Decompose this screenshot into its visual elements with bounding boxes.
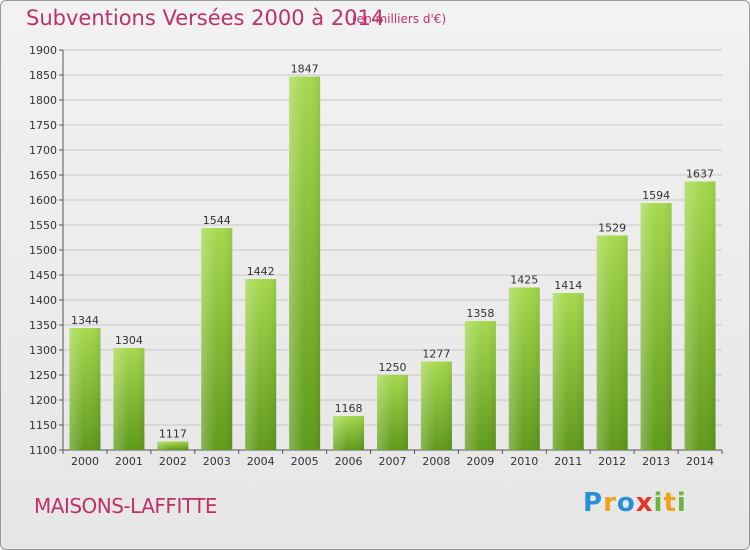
x-tick-label: 2004 [247,455,275,468]
y-tick-label: 1100 [29,444,57,457]
commune-name: MAISONS-LAFFITTE [34,494,218,518]
y-tick-label: 1400 [29,294,57,307]
y-tick-label: 1150 [29,419,57,432]
bar-shine [508,287,540,450]
y-tick-labels: 1100 1150 1200 1250 1300 1350 1400 1450 1500 1550… [29,44,57,457]
value-label: 1117 [159,428,187,441]
x-tick-label: 2005 [291,455,319,468]
bar-shine [69,328,101,450]
y-tick-label: 1700 [29,144,57,157]
logo-letter: i [676,488,687,518]
bar-shine [113,348,145,450]
value-label: 1529 [598,222,626,235]
x-tick-label: 2003 [203,455,231,468]
x-tick-label: 2008 [422,455,450,468]
bar-shine [464,321,496,450]
logo-letter: r [603,488,617,518]
x-tick-label: 2010 [510,455,538,468]
y-tick-label: 1600 [29,194,57,207]
value-label: 1168 [335,402,363,415]
bar-shine [684,181,716,450]
value-label: 1442 [247,265,275,278]
x-tick-label: 2013 [642,455,670,468]
bars [69,76,716,450]
bar-shine [333,416,365,450]
bar-shine [420,361,452,450]
logo-letter: P [583,488,604,518]
value-label: 1250 [379,361,407,374]
x-tick-label: 2001 [115,455,143,468]
y-tick-label: 1250 [29,369,57,382]
y-tick-label: 1550 [29,219,57,232]
value-label: 1304 [115,334,143,347]
y-tick-label: 1450 [29,269,57,282]
logo-letter: o [616,488,636,518]
x-tick-label: 2009 [466,455,494,468]
bar-shine [245,279,277,450]
y-tick-label: 1300 [29,344,57,357]
value-label: 1425 [510,274,538,287]
bar-shine [552,293,584,450]
bar-shine [289,76,321,450]
value-label: 1594 [642,189,670,202]
proxiti-logo[interactable]: Proxiti [583,488,687,518]
x-tick-label: 2007 [379,455,407,468]
y-tick-label: 1800 [29,94,57,107]
x-tick-labels: 2000 2001 2002 2003 2004 2005 2006 2007 2008 2009… [71,455,714,468]
x-tick-label: 2012 [598,455,626,468]
value-label: 1344 [71,314,99,327]
x-tick-label: 2014 [686,455,714,468]
y-tick-label: 1200 [29,394,57,407]
value-label: 1414 [554,279,582,292]
x-tick-label: 2000 [71,455,99,468]
value-label: 1544 [203,214,231,227]
x-tick-label: 2011 [554,455,582,468]
value-label: 1637 [686,168,714,181]
y-tick-label: 1850 [29,69,57,82]
logo-letter: x [635,488,654,518]
x-tick-label: 2006 [335,455,363,468]
y-tick-label: 1650 [29,169,57,182]
value-label: 1847 [291,63,319,76]
y-tick-label: 1500 [29,244,57,257]
bar-shine [201,228,233,450]
bar-shine [596,235,628,450]
bar-shine [157,441,189,450]
chart-title: Subventions Versées 2000 à 2014 [26,6,385,30]
bar-shine [377,375,408,450]
y-tick-label: 1900 [29,44,57,57]
value-labels: 1344 1304 1117 1544 1442 1847 1168 1250 1277 1358… [71,63,714,441]
value-label: 1277 [422,348,450,361]
x-tick-label: 2002 [159,455,187,468]
chart-subtitle: (en milliers d'€) [352,12,447,26]
y-tick-label: 1350 [29,319,57,332]
logo-letter: t [663,488,677,518]
bar-shine [640,203,672,450]
y-tick-label: 1750 [29,119,57,132]
value-label: 1358 [466,307,494,320]
logo-letter: i [653,488,664,518]
